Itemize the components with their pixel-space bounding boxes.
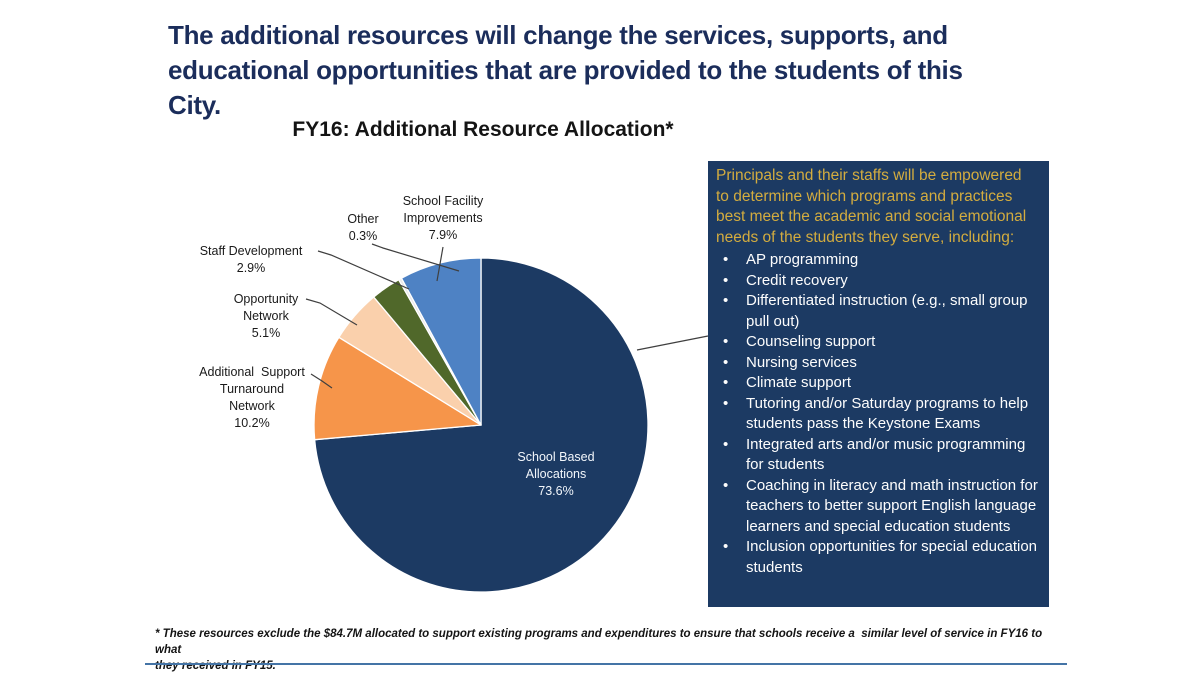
leader-line-additional-support — [310, 373, 333, 389]
callout-bullet: Differentiated instruction (e.g., small … — [716, 291, 1041, 332]
callout-bullet: Nursing services — [716, 353, 1041, 374]
pie-label-school-based: School Based Allocations 73.6% — [517, 450, 595, 498]
callout-box: Principals and their staffs will be empo… — [708, 161, 1049, 607]
pie-label-staff-development: Staff Development 2.9% — [199, 244, 303, 275]
pie-label-school-facility: School Facility Improvements 7.9% — [402, 194, 484, 242]
callout-bullet: Counseling support — [716, 332, 1041, 353]
callout-bullet: Coaching in literacy and math instructio… — [716, 476, 1041, 538]
bottom-divider — [145, 663, 1067, 665]
leader-lines — [305, 243, 709, 389]
pie-label-additional-support: Additional Support Turnaround Network 10… — [199, 365, 305, 430]
slide-title: The additional resources will change the… — [168, 20, 963, 120]
pie-label-opportunity-network: Opportunity Network 5.1% — [233, 292, 299, 340]
callout-bullet: Climate support — [716, 373, 1041, 394]
callout-bullet: Tutoring and/or Saturday programs to hel… — [716, 394, 1041, 435]
callout-bullet-list: AP programmingCredit recoveryDifferentia… — [716, 250, 1041, 578]
leader-line-staff-development — [317, 250, 410, 290]
pie-label-other: Other 0.3% — [347, 212, 379, 243]
leader-line-school-facility — [436, 246, 444, 282]
callout-bullet: Inclusion opportunities for special educ… — [716, 537, 1041, 578]
callout-heading: Principals and their staffs will be empo… — [716, 167, 1027, 246]
callout-bullet: AP programming — [716, 250, 1041, 271]
callout-bullet: Integrated arts and/or music programming… — [716, 435, 1041, 476]
chart-title: FY16: Additional Resource Allocation* — [292, 118, 674, 141]
callout-bullet: Credit recovery — [716, 271, 1041, 292]
leader-line-other — [371, 243, 460, 272]
leader-line-opportunity-network — [305, 298, 358, 326]
pie-slices — [313, 257, 649, 593]
footnote: * These resources exclude the $84.7M all… — [155, 628, 1043, 672]
pie-slice-additional-support-turnaround-network — [313, 336, 482, 441]
callout-connector-line — [636, 335, 709, 351]
